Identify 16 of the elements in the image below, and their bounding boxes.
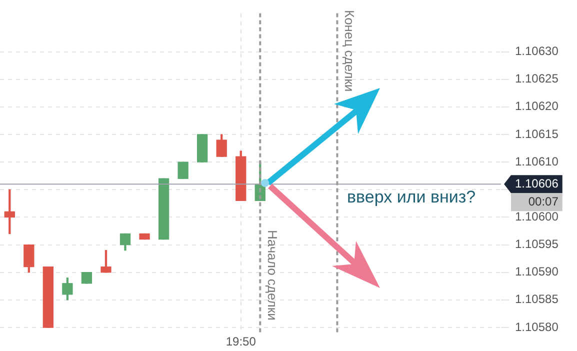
annotation: вверх или вниз? [347, 188, 476, 207]
y-tick-label: 1.10620 [515, 99, 559, 114]
x-tick-label: 19:50 [226, 334, 256, 349]
y-tick-label: 1.10580 [515, 320, 559, 334]
text: Конец сделки [342, 10, 358, 92]
text: 00:07 [528, 194, 559, 208]
ref-line-label: 1.10606 [515, 176, 559, 190]
y-tick-label: 1.10585 [515, 292, 559, 306]
y-tick-label: 1.10615 [515, 126, 559, 141]
y-tick-label: 1.10625 [515, 72, 559, 86]
y-tick-label: 1.10595 [515, 237, 559, 252]
y-tick-label: 1.10590 [515, 264, 559, 279]
y-tick-label: 1.10610 [515, 154, 559, 168]
y-tick-label: 1.10630 [515, 44, 559, 58]
y-tick-label: 1.10600 [515, 210, 559, 224]
text: Начало сделки [265, 230, 280, 320]
